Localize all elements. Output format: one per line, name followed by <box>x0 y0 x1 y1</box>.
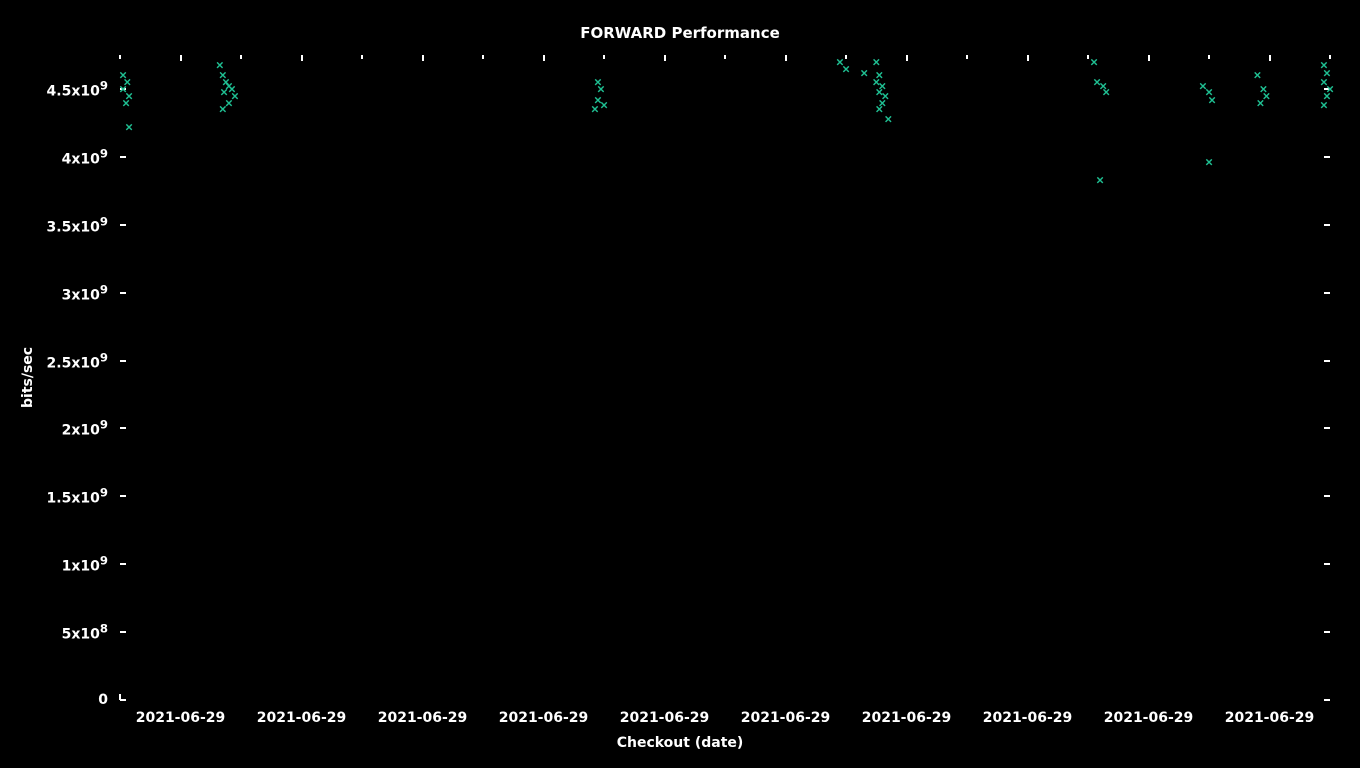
y-tick-label: 2x109 <box>8 418 108 439</box>
y-tick <box>120 292 126 294</box>
data-point: × <box>1102 85 1110 98</box>
y-tick <box>120 224 126 226</box>
y-tick <box>1324 699 1330 701</box>
x-tick <box>1148 55 1150 61</box>
x-tick-label: 2021-06-29 <box>983 710 1073 726</box>
data-point: × <box>600 99 608 112</box>
x-tick <box>543 55 545 61</box>
y-tick-label: 1.5x109 <box>8 486 108 507</box>
y-tick <box>1324 631 1330 633</box>
x-tick <box>180 55 182 61</box>
x-minor-tick <box>1087 55 1089 59</box>
chart-container: FORWARD Performance ××××××××××××××××××××… <box>0 0 1360 768</box>
x-tick-label: 2021-06-29 <box>257 710 347 726</box>
y-tick <box>1324 563 1330 565</box>
x-minor-tick <box>361 55 363 59</box>
x-tick <box>1269 55 1271 61</box>
x-minor-tick <box>603 55 605 59</box>
y-tick-label: 3x109 <box>8 282 108 303</box>
x-tick-label: 2021-06-29 <box>378 710 468 726</box>
y-tick-label: 4.5x109 <box>8 79 108 100</box>
x-tick <box>664 55 666 61</box>
x-tick-label: 2021-06-29 <box>1104 710 1194 726</box>
data-point: × <box>1205 156 1213 169</box>
y-tick <box>120 563 126 565</box>
y-tick <box>1324 292 1330 294</box>
y-tick <box>1324 495 1330 497</box>
x-tick-label: 2021-06-29 <box>136 710 226 726</box>
x-minor-tick <box>119 55 121 59</box>
data-point: × <box>1320 99 1328 112</box>
chart-title: FORWARD Performance <box>0 24 1360 42</box>
data-point: × <box>122 96 130 109</box>
y-tick-label: 0 <box>8 692 108 708</box>
data-point: × <box>1254 69 1262 82</box>
y-tick-label: 3.5x109 <box>8 214 108 235</box>
x-axis-label: Checkout (date) <box>0 735 1360 751</box>
data-point: × <box>1090 55 1098 68</box>
plot-area: ××××××××××××××××××××××××××××××××××××××××… <box>120 55 1330 700</box>
y-tick-label: 2.5x109 <box>8 350 108 371</box>
x-tick-label: 2021-06-29 <box>1225 710 1315 726</box>
y-tick <box>1324 427 1330 429</box>
y-tick <box>1324 360 1330 362</box>
y-tick-label: 4x109 <box>8 147 108 168</box>
x-tick <box>119 694 121 700</box>
data-point: × <box>219 103 227 116</box>
x-tick-label: 2021-06-29 <box>620 710 710 726</box>
x-tick-label: 2021-06-29 <box>741 710 831 726</box>
data-point: × <box>1208 93 1216 106</box>
data-point: × <box>591 103 599 116</box>
y-tick <box>1324 156 1330 158</box>
x-minor-tick <box>724 55 726 59</box>
x-tick <box>301 55 303 61</box>
y-tick <box>120 156 126 158</box>
x-tick <box>906 55 908 61</box>
data-point: × <box>842 62 850 75</box>
data-point: × <box>1096 173 1104 186</box>
data-point: × <box>875 103 883 116</box>
y-tick-label: 1x109 <box>8 554 108 575</box>
y-tick <box>120 631 126 633</box>
x-minor-tick <box>966 55 968 59</box>
y-tick-label: 5x108 <box>8 622 108 643</box>
y-tick <box>120 427 126 429</box>
y-tick <box>120 360 126 362</box>
x-minor-tick <box>1329 55 1331 59</box>
x-tick <box>422 55 424 61</box>
y-tick <box>1324 224 1330 226</box>
data-point: × <box>872 55 880 68</box>
y-tick <box>120 495 126 497</box>
x-tick <box>785 55 787 61</box>
x-minor-tick <box>240 55 242 59</box>
data-point: × <box>125 120 133 133</box>
data-point: × <box>1257 96 1265 109</box>
data-point: × <box>860 66 868 79</box>
x-minor-tick <box>845 55 847 59</box>
x-minor-tick <box>1208 55 1210 59</box>
x-minor-tick <box>482 55 484 59</box>
data-point: × <box>885 112 893 125</box>
x-tick-label: 2021-06-29 <box>862 710 952 726</box>
x-tick-label: 2021-06-29 <box>499 710 589 726</box>
data-point: × <box>123 76 131 89</box>
x-tick <box>1027 55 1029 61</box>
